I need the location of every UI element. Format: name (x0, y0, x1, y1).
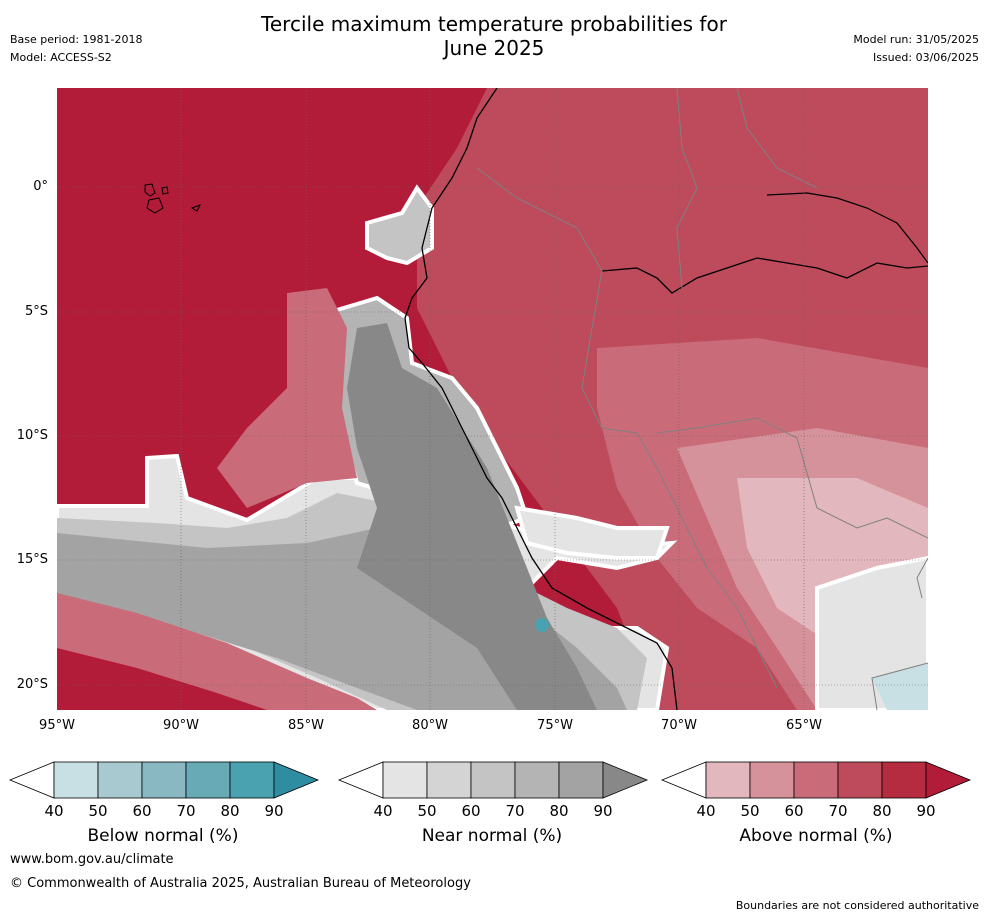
colorbar-segment (602, 761, 649, 799)
colorbar-tick-label: 40 (696, 802, 716, 820)
meta-right: Model run: 31/05/2025 Issued: 03/06/2025 (853, 31, 979, 67)
colorbar-tick-label: 50 (417, 802, 437, 820)
colorbar-tick-label: 70 (505, 802, 525, 820)
lat-label-20s: 20°S (16, 677, 48, 692)
lon-label-85w: 85°W (288, 718, 324, 733)
lat-label-0: 0° (33, 179, 48, 194)
lon-label-80w: 80°W (412, 718, 448, 733)
colorbar-tick-label: 90 (916, 802, 936, 820)
colorbar-label-above: Above normal (%) (739, 826, 893, 846)
colorbar-segment (837, 761, 883, 799)
colorbar-segment (514, 761, 560, 799)
copyright-text: © Commonwealth of Australia 2025, Austra… (10, 876, 471, 891)
website-link[interactable]: www.bom.gov.au/climate (10, 852, 174, 867)
colorbar-segment (749, 761, 795, 799)
model-name: Model: ACCESS-S2 (10, 51, 112, 64)
colorbar-segment (185, 761, 231, 799)
colorbar-tick-label: 90 (264, 802, 284, 820)
lat-label-10s: 10°S (16, 428, 48, 443)
map-title: Tercile maximum temperature probabilitie… (0, 12, 988, 60)
galapagos-islands (144, 183, 202, 214)
colorbar-segment (925, 761, 972, 799)
issued-date: Issued: 03/06/2025 (872, 51, 979, 64)
colorbar-segment (881, 761, 927, 799)
graticule (57, 88, 928, 710)
probability-map (57, 88, 928, 710)
colorbar-tick-label: 40 (44, 802, 64, 820)
coastline (404, 88, 678, 710)
colorbar-segment (273, 761, 320, 799)
colorbar-above-normal (660, 761, 972, 799)
region-near-normal-80 (57, 528, 627, 710)
model-run: Model run: 31/05/2025 (853, 33, 979, 46)
lon-label-65w: 65°W (786, 718, 822, 733)
colorbar-tick-label: 80 (549, 802, 569, 820)
colorbar-tick-label: 60 (132, 802, 152, 820)
lon-label-95w: 95°W (39, 718, 75, 733)
colorbar-label-near: Near normal (%) (421, 826, 563, 846)
region-near-normal-ecuador (365, 184, 434, 266)
colorbar-segment (97, 761, 143, 799)
lat-label-15s: 15°S (16, 552, 48, 567)
region-near-normal-central (514, 505, 670, 560)
country-borders (476, 88, 928, 710)
colorbar-tick-label: 80 (220, 802, 240, 820)
base-period: Base period: 1981-2018 (10, 33, 143, 46)
colorbar-tick-label: 90 (593, 802, 613, 820)
disclaimer-text: Boundaries are not considered authoritat… (735, 899, 979, 912)
colorbars-svg (8, 761, 972, 799)
lon-label-70w: 70°W (661, 718, 697, 733)
lat-label-5s: 5°S (24, 304, 48, 319)
colorbar-segment (141, 761, 187, 799)
colorbar-segment (337, 761, 384, 799)
colorbar-below-normal (8, 761, 320, 799)
colorbar-tick-label: 70 (828, 802, 848, 820)
colorbar-segment (705, 761, 751, 799)
colorbar-tick-label: 80 (872, 802, 892, 820)
colorbar-tick-label: 70 (176, 802, 196, 820)
amazon-river (601, 257, 928, 294)
river-north (766, 192, 928, 264)
colorbar-segment (793, 761, 839, 799)
colorbar-tick-label: 50 (740, 802, 760, 820)
lon-label-75w: 75°W (537, 718, 573, 733)
colorbar-segment (229, 761, 275, 799)
colorbar-near-normal (337, 761, 649, 799)
colorbar-tick-label: 60 (784, 802, 804, 820)
title-line-2: June 2025 (443, 36, 545, 60)
title-line-1: Tercile maximum temperature probabilitie… (261, 12, 727, 36)
region-ocean-above-60-coast (217, 288, 357, 508)
meta-left: Base period: 1981-2018 Model: ACCESS-S2 (10, 31, 142, 67)
colorbar-segment (53, 761, 99, 799)
region-ocean-above-70-band (57, 648, 267, 710)
region-below-normal-spot (535, 618, 549, 632)
colorbar-segment (558, 761, 604, 799)
colorbar-segment (8, 761, 55, 799)
colorbar-segment (426, 761, 472, 799)
region-near-normal-core (347, 323, 597, 710)
lon-label-90w: 90°W (163, 718, 199, 733)
colorbar-tick-label: 50 (88, 802, 108, 820)
colorbar-tick-label: 40 (373, 802, 393, 820)
colorbar-tick-label: 60 (461, 802, 481, 820)
colorbar-segment (382, 761, 428, 799)
colorbar-label-below: Below normal (%) (87, 826, 239, 846)
colorbar-segment (660, 761, 707, 799)
map-svg (57, 88, 928, 710)
colorbar-segment (470, 761, 516, 799)
